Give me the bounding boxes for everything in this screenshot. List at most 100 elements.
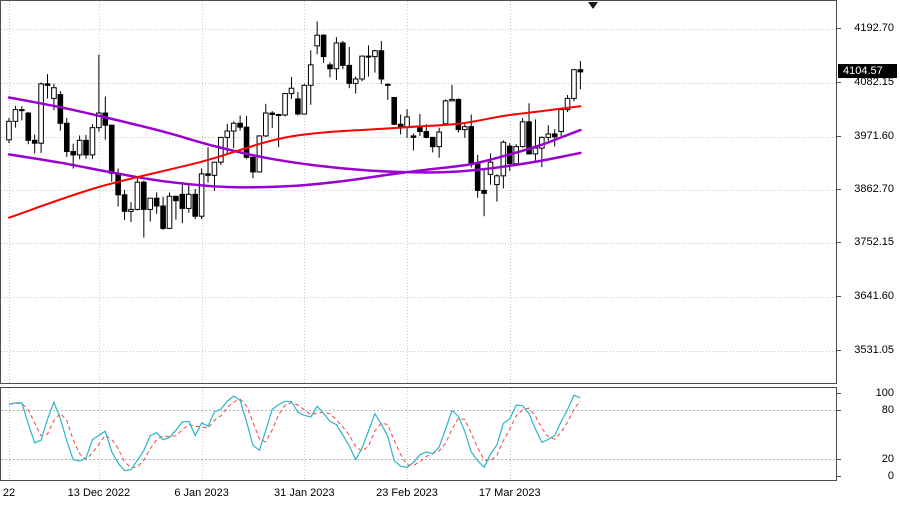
bull-candle	[462, 126, 468, 131]
bull-candle	[500, 141, 507, 177]
indicator-axis[interactable]: 100 80 20 0	[837, 387, 900, 482]
bear-candle	[327, 64, 333, 70]
bull-candle	[218, 136, 224, 163]
bear-candle	[243, 126, 250, 158]
time-axis-label: 31 Jan 2023	[274, 487, 335, 499]
stochastic-main-line	[8, 394, 581, 472]
indicator-axis-tick	[837, 476, 841, 477]
price-axis-tick	[837, 189, 841, 190]
price-axis-label: 3641.60	[854, 290, 894, 303]
bear-candle	[237, 122, 243, 128]
bull-candle	[307, 64, 314, 86]
price-axis-tick	[837, 28, 841, 29]
bear-candle	[474, 162, 481, 191]
bear-candle	[153, 197, 160, 207]
bull-candle	[288, 87, 295, 95]
bear-candle	[115, 172, 121, 196]
indicator-axis-label: 100	[875, 387, 894, 399]
indicator-axis-label: 20	[881, 453, 894, 466]
price-chart-canvas[interactable]	[1, 1, 836, 383]
bear-candle	[577, 69, 584, 73]
bull-candle	[6, 120, 12, 141]
bear-candle	[205, 173, 211, 176]
price-axis-tick	[837, 82, 841, 83]
time-axis-label: 13 Dec 2022	[67, 487, 131, 499]
bear-candle	[423, 131, 430, 138]
bear-candle	[25, 112, 32, 141]
bear-candle	[141, 181, 147, 210]
bull-candle	[38, 83, 44, 144]
bull-candle	[314, 34, 320, 47]
bull-candle	[263, 112, 269, 137]
bear-candle	[551, 133, 558, 138]
bear-candle	[63, 122, 70, 152]
bull-candle	[372, 50, 378, 58]
bull-candle	[449, 98, 455, 102]
stochastic-signal-line	[8, 398, 581, 469]
price-chart-panel[interactable]	[0, 0, 837, 384]
bull-candle	[545, 133, 552, 138]
bear-candle	[70, 150, 77, 156]
bull-candle	[147, 197, 154, 210]
bear-candle	[57, 94, 64, 124]
bear-candle	[179, 193, 186, 209]
bull-candle	[436, 131, 442, 148]
price-axis-label: 4082.15	[854, 75, 894, 88]
bear-candle	[83, 139, 89, 156]
bull-candle	[256, 135, 263, 173]
bear-candle	[192, 193, 198, 217]
price-axis-label: 3862.70	[854, 182, 894, 195]
bull-candle	[384, 83, 391, 86]
time-axis-label: 17 Mar 2023	[478, 487, 541, 499]
time-axis-label: 23 Feb 2023	[376, 487, 438, 499]
bull-candle	[128, 208, 134, 212]
bull-candle	[532, 147, 539, 155]
bull-candle	[89, 127, 96, 156]
time-axis[interactable]: 22 13 Dec 2022 6 Jan 2023 31 Jan 2023 23 Feb…	[0, 481, 837, 507]
price-axis-label: 4192.70	[854, 22, 894, 34]
bear-candle	[295, 98, 301, 115]
bull-candle	[564, 97, 571, 111]
bull-candle	[134, 181, 141, 210]
indicator-axis-tick	[837, 393, 841, 394]
stochastic-panel[interactable]	[0, 387, 837, 481]
stochastic-canvas[interactable]	[1, 388, 836, 480]
price-axis-label: 3752.15	[854, 236, 894, 249]
indicator-axis-tick	[837, 410, 841, 411]
bear-candle	[108, 124, 115, 174]
current-price-badge: 4104.57	[838, 63, 897, 78]
bear-candle	[378, 50, 385, 80]
price-axis[interactable]: 4192.70 4082.15 3971.60 3862.70 3752.15 3641.…	[837, 0, 900, 384]
bear-candle	[410, 135, 417, 138]
bear-candle	[121, 194, 128, 212]
bull-candle	[51, 87, 57, 99]
time-axis-label: 22	[2, 487, 16, 499]
ma-red	[8, 105, 582, 219]
bull-candle	[333, 42, 340, 70]
bear-candle	[275, 114, 282, 117]
price-axis-tick	[837, 350, 841, 351]
bull-candle	[301, 84, 308, 115]
indicator-axis-tick	[837, 459, 841, 460]
bull-candle	[442, 100, 449, 125]
bull-candle	[513, 146, 519, 165]
bull-candle	[230, 122, 237, 132]
bear-candle	[320, 34, 327, 58]
bear-candle	[340, 42, 346, 66]
bear-candle	[160, 205, 166, 229]
bull-candle	[282, 93, 288, 116]
indicator-axis-label: 80	[881, 403, 894, 416]
price-axis-label: 3971.60	[854, 129, 894, 142]
ma-purple-slow	[7, 96, 582, 174]
bull-candle	[76, 139, 83, 156]
bull-candle	[404, 116, 410, 128]
bear-candle	[429, 136, 436, 148]
ma-purple-mid	[7, 128, 582, 189]
time-axis-label: 6 Jan 2023	[174, 487, 229, 499]
bull-candle	[558, 109, 564, 133]
bull-candle	[211, 161, 218, 176]
price-axis-label: 3531.05	[854, 344, 894, 356]
bear-candle	[19, 109, 25, 112]
bull-candle	[352, 78, 359, 84]
